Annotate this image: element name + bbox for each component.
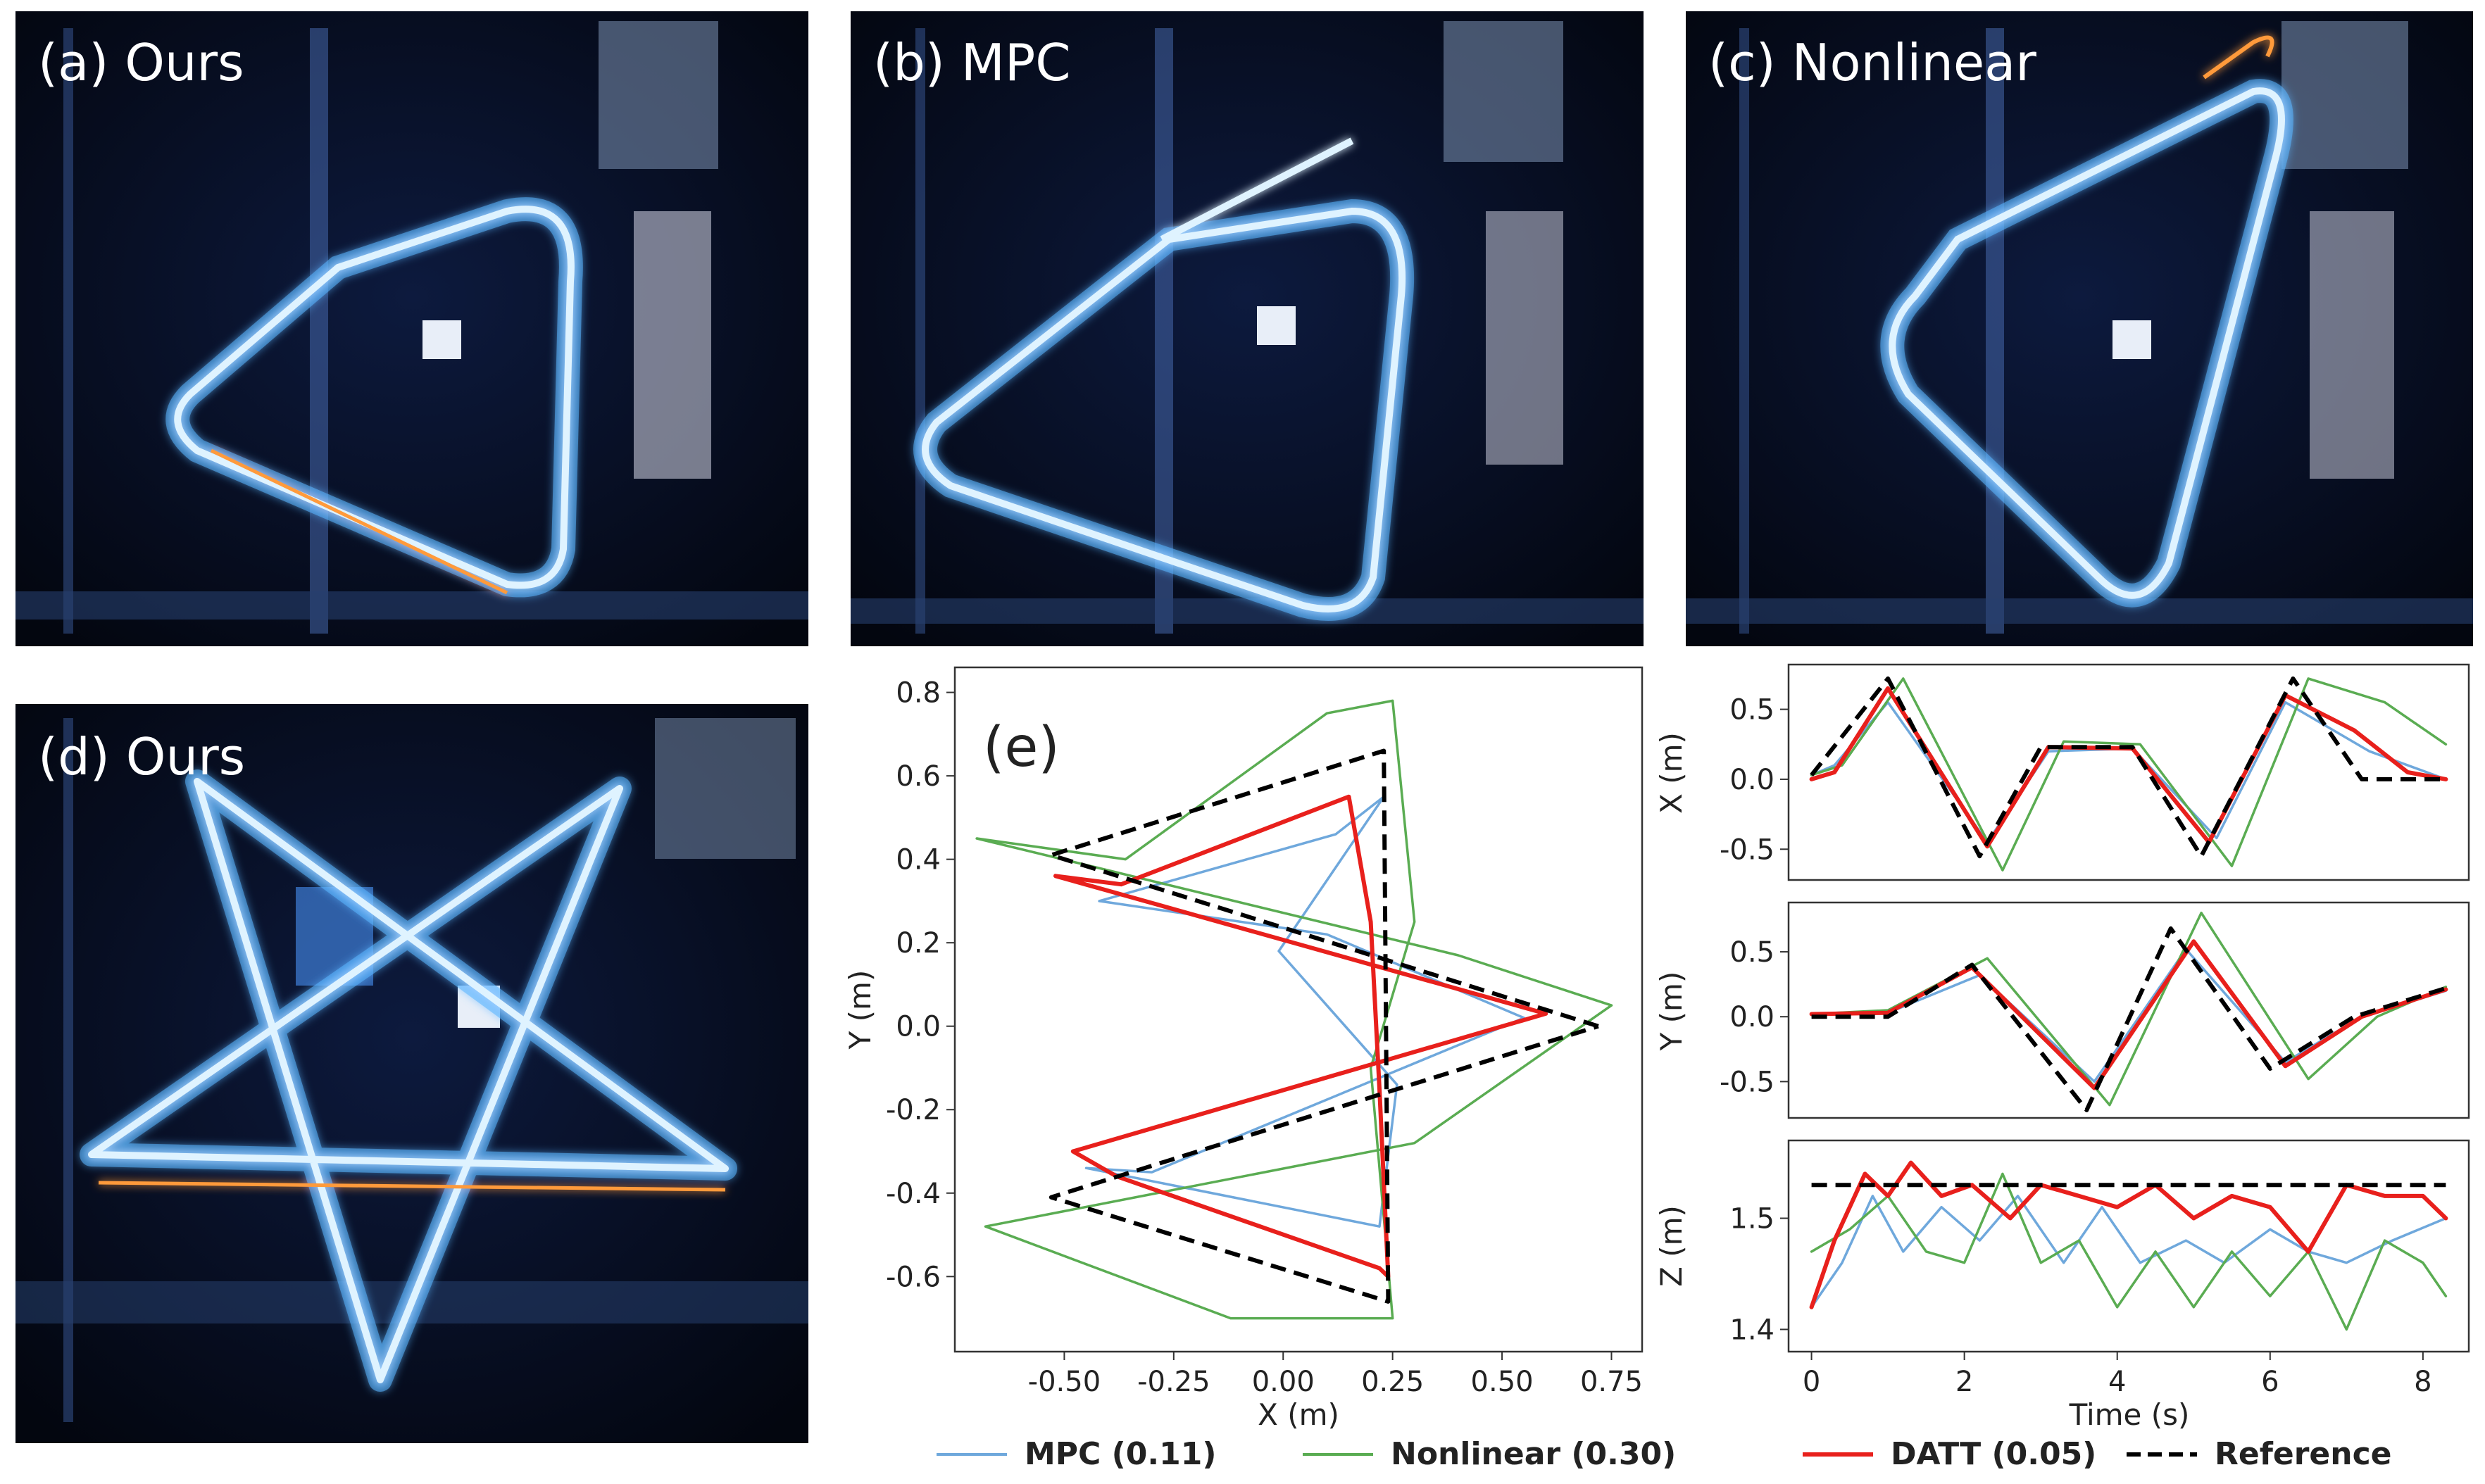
y-tick-label: 0.4	[896, 844, 941, 876]
photo-pipe	[1739, 28, 1749, 634]
legend-mpc-label: MPC (0.11)	[1025, 1436, 1216, 1472]
time-axis-label: Time (s)	[2069, 1397, 2190, 1432]
x-axis-label: X (m)	[1258, 1397, 1339, 1432]
light-trail-triangle	[1880, 35, 2293, 608]
plot-frame	[1787, 901, 2470, 1119]
y-tick-label: -0.5	[1720, 1066, 1774, 1098]
series-datt-line	[1809, 1160, 2448, 1309]
legend-reference-label: Reference	[2215, 1436, 2392, 1472]
legend-datt-label: DATT (0.05)	[1891, 1436, 2096, 1472]
panel-label-d: (d) Ours	[38, 727, 245, 786]
y-tick-label: 1.4	[1729, 1314, 1774, 1346]
series-datt-line	[1053, 794, 1548, 1279]
panel-label-b: (b) MPC	[873, 33, 1071, 92]
photo-duct	[851, 598, 1644, 624]
photo-vent-box	[1444, 21, 1563, 162]
photo-duct	[15, 591, 808, 620]
plot-frame	[1787, 663, 2470, 881]
z-time-ylabel: Z (m)	[1654, 1205, 1689, 1287]
photo-sensor-box	[2112, 320, 2151, 359]
photo-pipe	[1155, 28, 1173, 634]
z-time-marks	[1809, 1160, 2448, 1331]
light-trail-star	[80, 769, 737, 1392]
photo-pipe	[63, 718, 73, 1422]
x-time-chart: 0.5 0.0 -0.5 X (m)	[1654, 663, 2470, 881]
y-axis-label: Y (m)	[843, 970, 877, 1050]
x-tick-label: 8	[2414, 1366, 2431, 1398]
x-tick-label: -0.50	[1028, 1366, 1101, 1398]
y-time-marks	[1809, 911, 2448, 1112]
y-tick-label: -0.6	[886, 1261, 941, 1293]
series-datt-line	[1809, 939, 2448, 1090]
light-trail-triangle	[913, 137, 1415, 621]
series-nonlinear-line	[1810, 677, 2448, 872]
z-time-chart: 1.5 1.4 0 2 4 6 8 Time (s) Z (m)	[1654, 1139, 2470, 1432]
x-tick-label: 4	[2108, 1366, 2126, 1398]
photo-pipe	[310, 28, 328, 634]
photo-panel-a: (a) Ours	[15, 11, 808, 646]
reference-line	[1811, 926, 2447, 1112]
y-tick-label: 0.0	[1729, 764, 1774, 796]
y-time-ylabel: Y (m)	[1654, 971, 1689, 1052]
z-time-ticks: 1.5 1.4 0 2 4 6 8	[1729, 1203, 2431, 1398]
panel-label-c: (c) Nonlinear	[1708, 33, 2036, 92]
panel-label-a: (a) Ours	[38, 33, 244, 92]
y-time-ticks: 0.5 0.0 -0.5	[1720, 936, 1789, 1098]
photo-vent-box	[634, 211, 711, 479]
photo-vent-box	[1486, 211, 1563, 465]
photo-sensor-box	[1257, 306, 1296, 345]
series-mpc-line	[1810, 1195, 2448, 1309]
reference-line	[1049, 748, 1599, 1304]
y-time-chart: 0.5 0.0 -0.5 Y (m)	[1654, 901, 2470, 1119]
y-tick-label: 0.8	[896, 677, 941, 710]
y-tick-label: -0.2	[886, 1094, 941, 1126]
x-tick-label: 0	[1803, 1366, 1820, 1398]
photo-panel-b: (b) MPC	[851, 11, 1644, 646]
photo-vent-box	[599, 21, 718, 169]
x-tick-label: 6	[2261, 1366, 2279, 1398]
light-trail-triangle	[165, 197, 583, 598]
reference-line	[1810, 676, 2446, 859]
photo-pipe	[915, 28, 925, 634]
y-tick-label: -0.5	[1720, 834, 1774, 866]
legend: MPC (0.11) Nonlinear (0.30) DATT (0.05) Ref…	[937, 1436, 2392, 1472]
series-nonlinear-line	[975, 699, 1613, 1320]
photo-panel-c: (c) Nonlinear	[1686, 11, 2473, 646]
xy-trajectory-chart: (e) 0.8 0.6 0.4 0.2 0.0 -0.2 -0.4 -0.6 -0.50 -0.2…	[843, 666, 1644, 1432]
y-tick-label: -0.4	[886, 1178, 941, 1210]
photo-vent-box	[2281, 21, 2408, 169]
x-tick-label: 2	[1955, 1366, 1973, 1398]
series-nonlinear-line	[1810, 1172, 2448, 1331]
x-tick-label: -0.25	[1137, 1366, 1210, 1398]
x-time-marks	[1809, 676, 2448, 872]
y-tick-label: 0.0	[896, 1011, 941, 1043]
photo-sensor-box	[422, 320, 461, 359]
y-tick-label: 0.2	[896, 927, 941, 960]
photo-pipe	[1986, 28, 2004, 634]
x-tick-label: 0.00	[1252, 1366, 1315, 1398]
photo-vent-box	[655, 718, 796, 859]
photo-duct	[1686, 598, 2473, 624]
y-tick-label: 0.5	[1729, 936, 1774, 969]
xy-marks	[975, 699, 1613, 1320]
xy-ticks: 0.8 0.6 0.4 0.2 0.0 -0.2 -0.4 -0.6 -0.50 -0.25 0.0…	[886, 677, 1643, 1398]
x-time-ticks: 0.5 0.0 -0.5	[1720, 694, 1789, 866]
y-tick-label: 1.5	[1729, 1203, 1774, 1235]
x-tick-label: 0.75	[1580, 1366, 1643, 1398]
x-tick-label: 0.25	[1361, 1366, 1424, 1398]
photo-vent-box	[2310, 211, 2394, 479]
legend-nonlinear-label: Nonlinear (0.30)	[1391, 1436, 1676, 1472]
y-tick-label: 0.0	[1729, 1001, 1774, 1033]
x-tick-label: 0.50	[1471, 1366, 1534, 1398]
panel-label-e: (e)	[983, 716, 1060, 779]
y-tick-label: 0.5	[1729, 694, 1774, 727]
y-tick-label: 0.6	[896, 760, 941, 793]
photo-pipe	[63, 28, 73, 634]
photo-panel-d: (d) Ours	[15, 704, 808, 1443]
x-time-ylabel: X (m)	[1654, 732, 1689, 814]
